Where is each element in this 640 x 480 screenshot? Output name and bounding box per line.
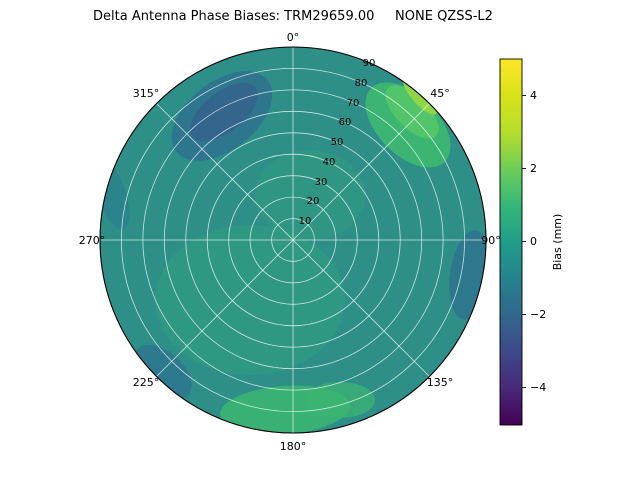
radial-tick-label-50: 50 (331, 137, 344, 148)
colorbar-axis-label: Bias (mm) (551, 214, 564, 271)
angular-tick-label-225: 225° (133, 376, 160, 389)
radial-tick-label-30: 30 (315, 177, 328, 188)
colorbar-tick-label-2: 2 (530, 162, 537, 175)
colorbar-tick-label-4: 4 (530, 89, 537, 102)
polar-axis-border (99, 46, 487, 434)
contour-region-315-dark-core (190, 82, 258, 142)
radial-tick-label-70: 70 (347, 98, 360, 109)
angular-tick-label-90: 90° (481, 234, 501, 247)
angular-tick-label-0: 0° (287, 31, 300, 44)
radial-tick-label-40: 40 (323, 157, 336, 168)
radial-tick-label-80: 80 (355, 78, 368, 89)
contour-region-45-green-core (385, 85, 439, 139)
radial-tick-label-60: 60 (339, 117, 352, 128)
radial-tick-label-20: 20 (307, 196, 320, 207)
angular-tick-label-270: 270° (79, 234, 106, 247)
colorbar-tick-label-neg4: −4 (530, 381, 546, 394)
contour-region-interior-green-2 (255, 150, 365, 240)
colorbar-tick-label-0: 0 (530, 235, 537, 248)
radial-tick-label-10: 10 (299, 216, 312, 227)
angular-tick-label-180: 180° (280, 440, 307, 453)
chart-title: Delta Antenna Phase Biases: TRM29659.00 … (93, 9, 493, 24)
colorbar-ticks (522, 95, 526, 388)
colorbar-gradient (499, 58, 523, 426)
colorbar: 4 2 0 −2 −4 Bias (mm) (499, 58, 564, 426)
contour-region-interior-green-1 (155, 225, 345, 375)
radial-tick-label-90: 90 (363, 58, 376, 69)
angular-tick-label-315: 315° (133, 87, 160, 100)
colorbar-tick-label-neg2: −2 (530, 308, 546, 321)
angular-tick-label-45: 45° (430, 87, 450, 100)
contour-region-bottom-green-2 (305, 382, 375, 418)
angular-tick-label-135: 135° (427, 376, 454, 389)
angular-gridlines (100, 47, 486, 433)
